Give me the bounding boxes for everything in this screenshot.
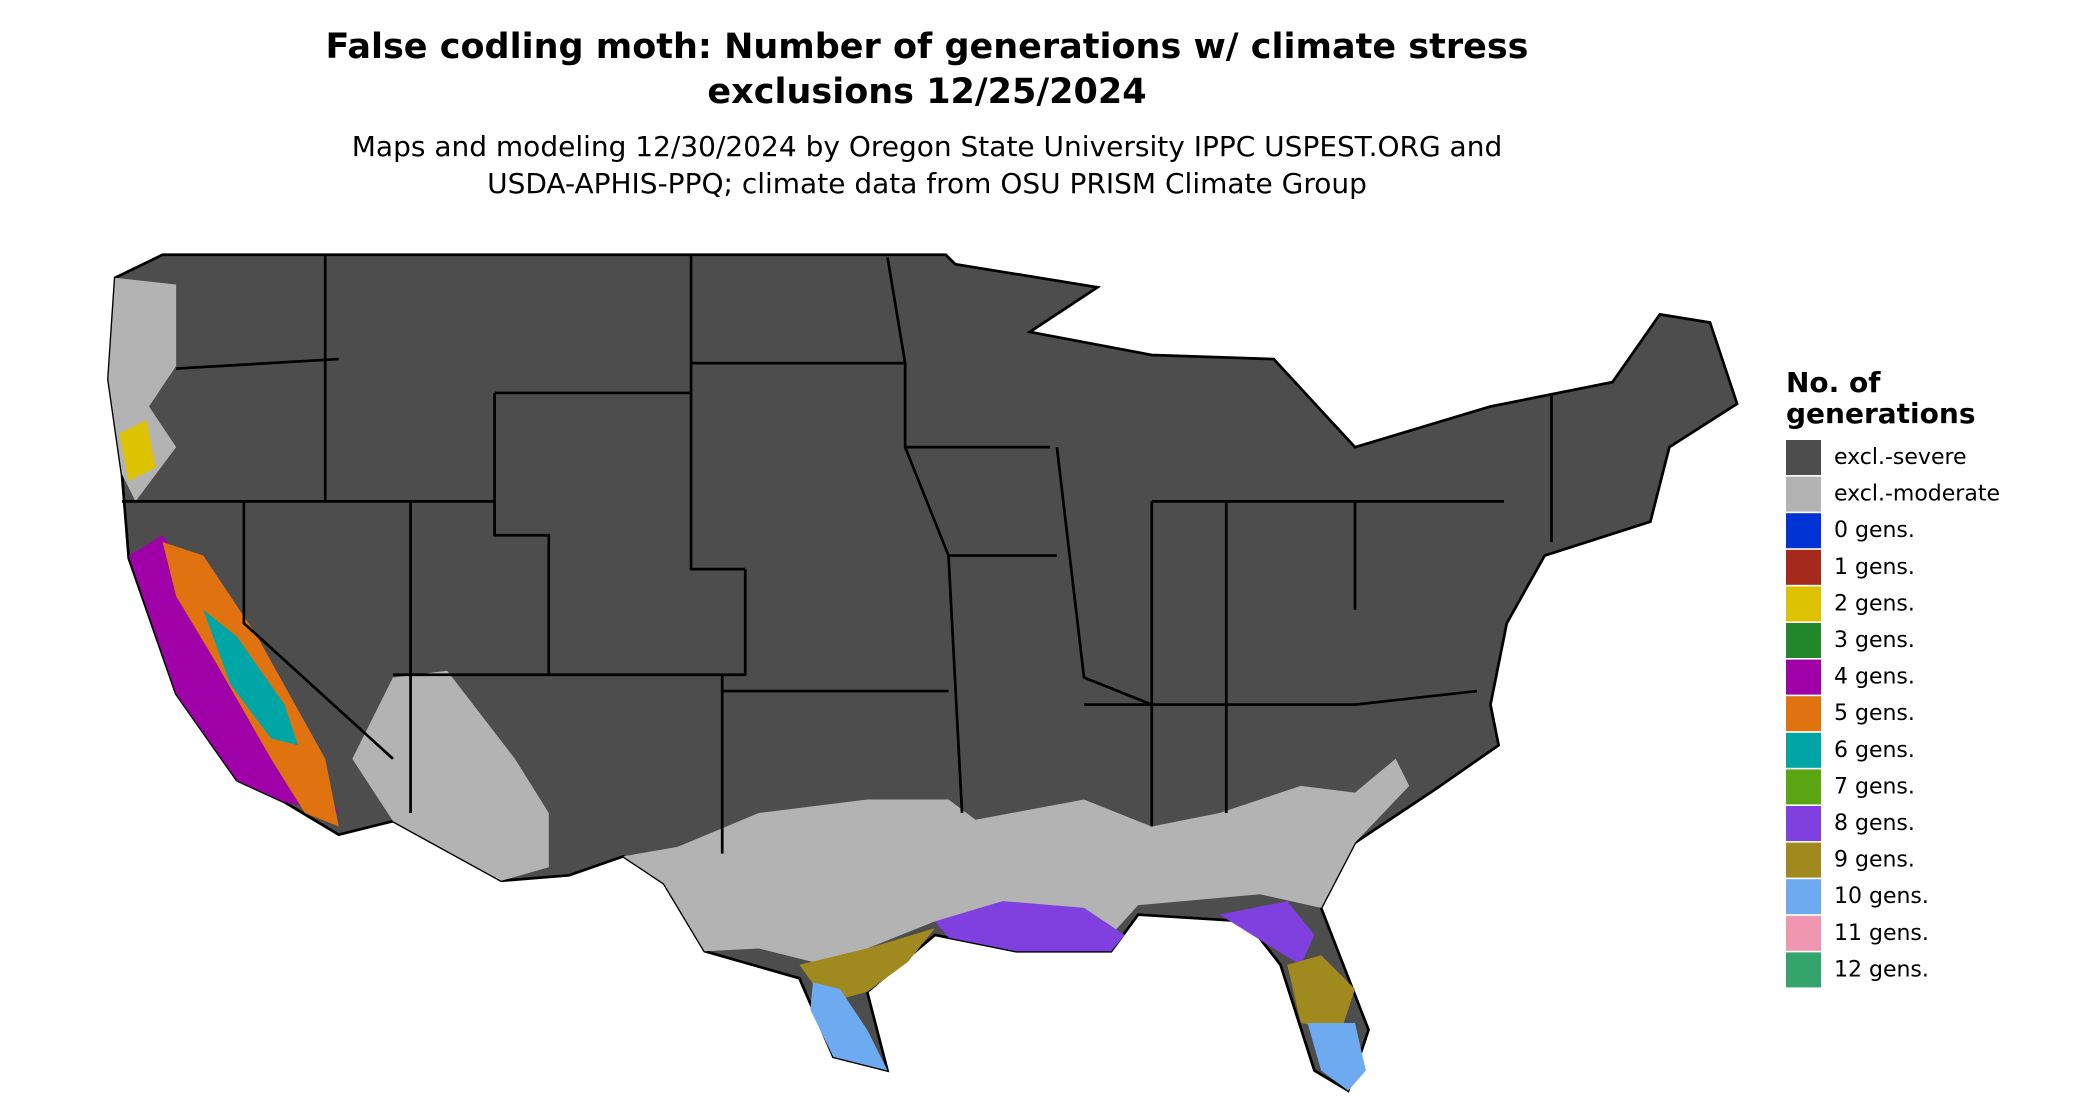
us-map xyxy=(107,253,1739,1093)
legend-label: 0 gens. xyxy=(1834,518,1915,543)
legend-swatch xyxy=(1786,586,1821,622)
legend-swatch xyxy=(1786,440,1821,475)
legend-swatch xyxy=(1786,842,1821,878)
legend-swatch xyxy=(1786,952,1821,988)
legend-swatch xyxy=(1786,732,1821,768)
moderate-zone xyxy=(352,670,549,881)
legend-label: 8 gens. xyxy=(1834,811,1915,836)
legend-swatch xyxy=(1786,696,1821,732)
us-outline xyxy=(107,253,1739,1093)
legend-swatch xyxy=(1786,623,1821,658)
legend: excl.-severe excl.-moderate 0 gens. 1 gens.… xyxy=(1786,440,2000,988)
legend-label: excl.-severe xyxy=(1834,445,1967,470)
subtitle: USDA-APHIS-PPQ; climate data from OSU PR… xyxy=(487,167,1367,200)
legend-swatch xyxy=(1786,769,1821,805)
legend-label: 1 gens. xyxy=(1834,555,1915,580)
legend-label: 5 gens. xyxy=(1834,701,1915,726)
legend-title: generations xyxy=(1786,397,1975,430)
legend-swatch xyxy=(1786,806,1821,841)
subtitle: Maps and modeling 12/30/2024 by Oregon S… xyxy=(352,130,1503,163)
gen-zone xyxy=(810,982,1366,1091)
legend-label: 10 gens. xyxy=(1834,884,1929,909)
legend-label: 2 gens. xyxy=(1834,591,1915,616)
legend-swatch xyxy=(1786,915,1821,951)
legend-label: 9 gens. xyxy=(1834,848,1915,873)
legend-swatch xyxy=(1786,513,1821,549)
moderate-zone xyxy=(623,758,1410,963)
legend-label: 4 gens. xyxy=(1834,665,1915,690)
title: False codling moth: Number of generation… xyxy=(326,27,1529,67)
state-lines xyxy=(121,254,1553,854)
legend-label: 11 gens. xyxy=(1834,921,1929,946)
legend-label: excl.-moderate xyxy=(1834,482,2000,507)
legend-label: 7 gens. xyxy=(1834,774,1915,799)
legend-swatch xyxy=(1786,476,1821,512)
gen-zone xyxy=(119,420,156,482)
legend-label: 6 gens. xyxy=(1834,738,1915,763)
legend-label: 12 gens. xyxy=(1834,957,1929,982)
legend-swatch xyxy=(1786,879,1821,915)
legend-title: No. of xyxy=(1786,366,1881,399)
title: exclusions 12/25/2024 xyxy=(707,72,1146,112)
legend-swatch xyxy=(1786,659,1821,695)
legend-swatch xyxy=(1786,549,1821,585)
gen-zone xyxy=(203,609,299,746)
gen-zone xyxy=(934,901,1315,965)
legend-label: 3 gens. xyxy=(1834,628,1915,653)
